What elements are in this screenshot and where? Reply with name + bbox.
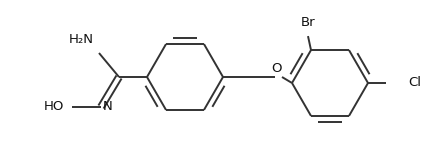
Text: HO: HO xyxy=(43,100,64,113)
Text: Cl: Cl xyxy=(407,77,420,89)
Text: Br: Br xyxy=(300,16,314,29)
Text: N: N xyxy=(103,100,112,113)
Text: O: O xyxy=(271,62,282,75)
Text: H₂N: H₂N xyxy=(69,33,94,46)
